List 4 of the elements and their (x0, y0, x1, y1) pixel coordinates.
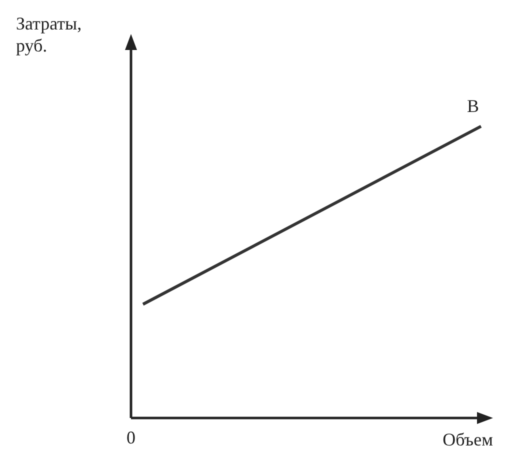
y-axis-title: Затраты, руб. (16, 14, 82, 56)
x-axis-title: Объем (442, 430, 493, 450)
text: 0 (126, 428, 136, 448)
text: В (466, 96, 479, 116)
